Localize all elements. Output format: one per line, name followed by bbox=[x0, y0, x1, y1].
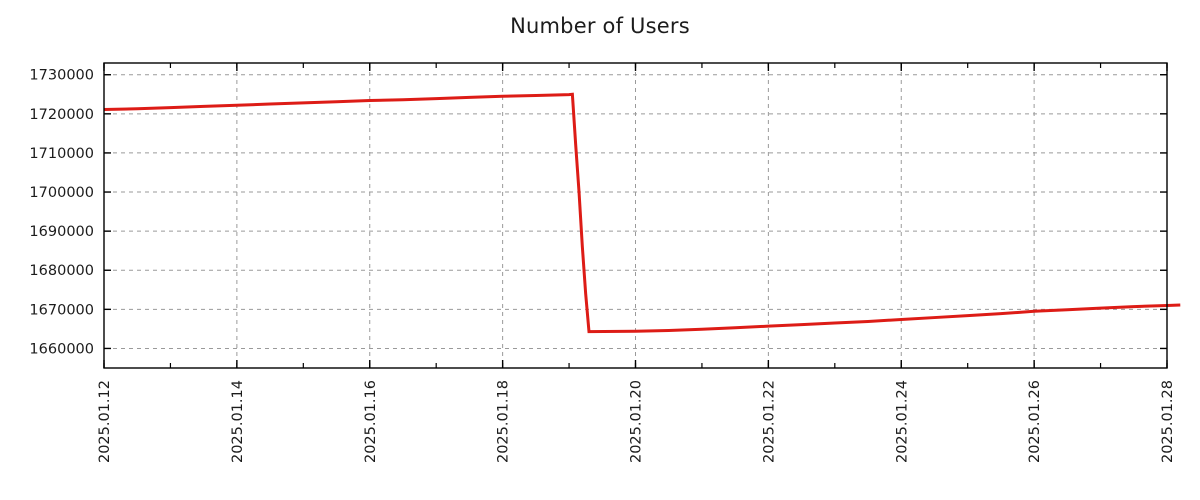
x-axis-tick-label: 2025.01.14 bbox=[230, 380, 246, 463]
x-axis-tick-label: 2025.01.26 bbox=[1027, 380, 1043, 463]
x-axis-tick-label: 2025.01.20 bbox=[629, 380, 645, 463]
y-axis-ticks: 1660000 1670000 1680000 1690000 1700000 17100… bbox=[29, 68, 1167, 357]
y-axis-tick-label: 1660000 bbox=[29, 341, 94, 357]
y-axis-tick-label: 1730000 bbox=[29, 68, 94, 84]
series-line bbox=[103, 92, 1181, 334]
x-axis-tick-label: 2025.01.12 bbox=[97, 380, 113, 463]
y-axis-tick-label: 1700000 bbox=[29, 185, 94, 201]
x-axis-tick-label: 2025.01.22 bbox=[761, 380, 777, 463]
y-axis-tick-label: 1670000 bbox=[29, 302, 94, 318]
plot-frame bbox=[103, 62, 1168, 369]
y-axis-tick-label: 1710000 bbox=[29, 146, 94, 162]
x-axis-tick-label: 2025.01.16 bbox=[363, 380, 379, 463]
x-axis-tick-label: 2025.01.18 bbox=[496, 380, 512, 463]
y-axis-tick-label: 1720000 bbox=[29, 107, 94, 123]
x-axis-tick-label: 2025.01.28 bbox=[1160, 380, 1176, 463]
y-axis-tick-label: 1690000 bbox=[29, 224, 94, 240]
data-series-group bbox=[103, 92, 1181, 334]
x-axis-ticks: 2025.01.12 2025.01.14 2025.01.16 2025.01.18… bbox=[97, 63, 1176, 463]
y-axis-tick-label: 1680000 bbox=[29, 263, 94, 279]
x-axis-tick-label: 2025.01.24 bbox=[894, 380, 910, 463]
chart-title: Number of Users bbox=[510, 14, 690, 38]
